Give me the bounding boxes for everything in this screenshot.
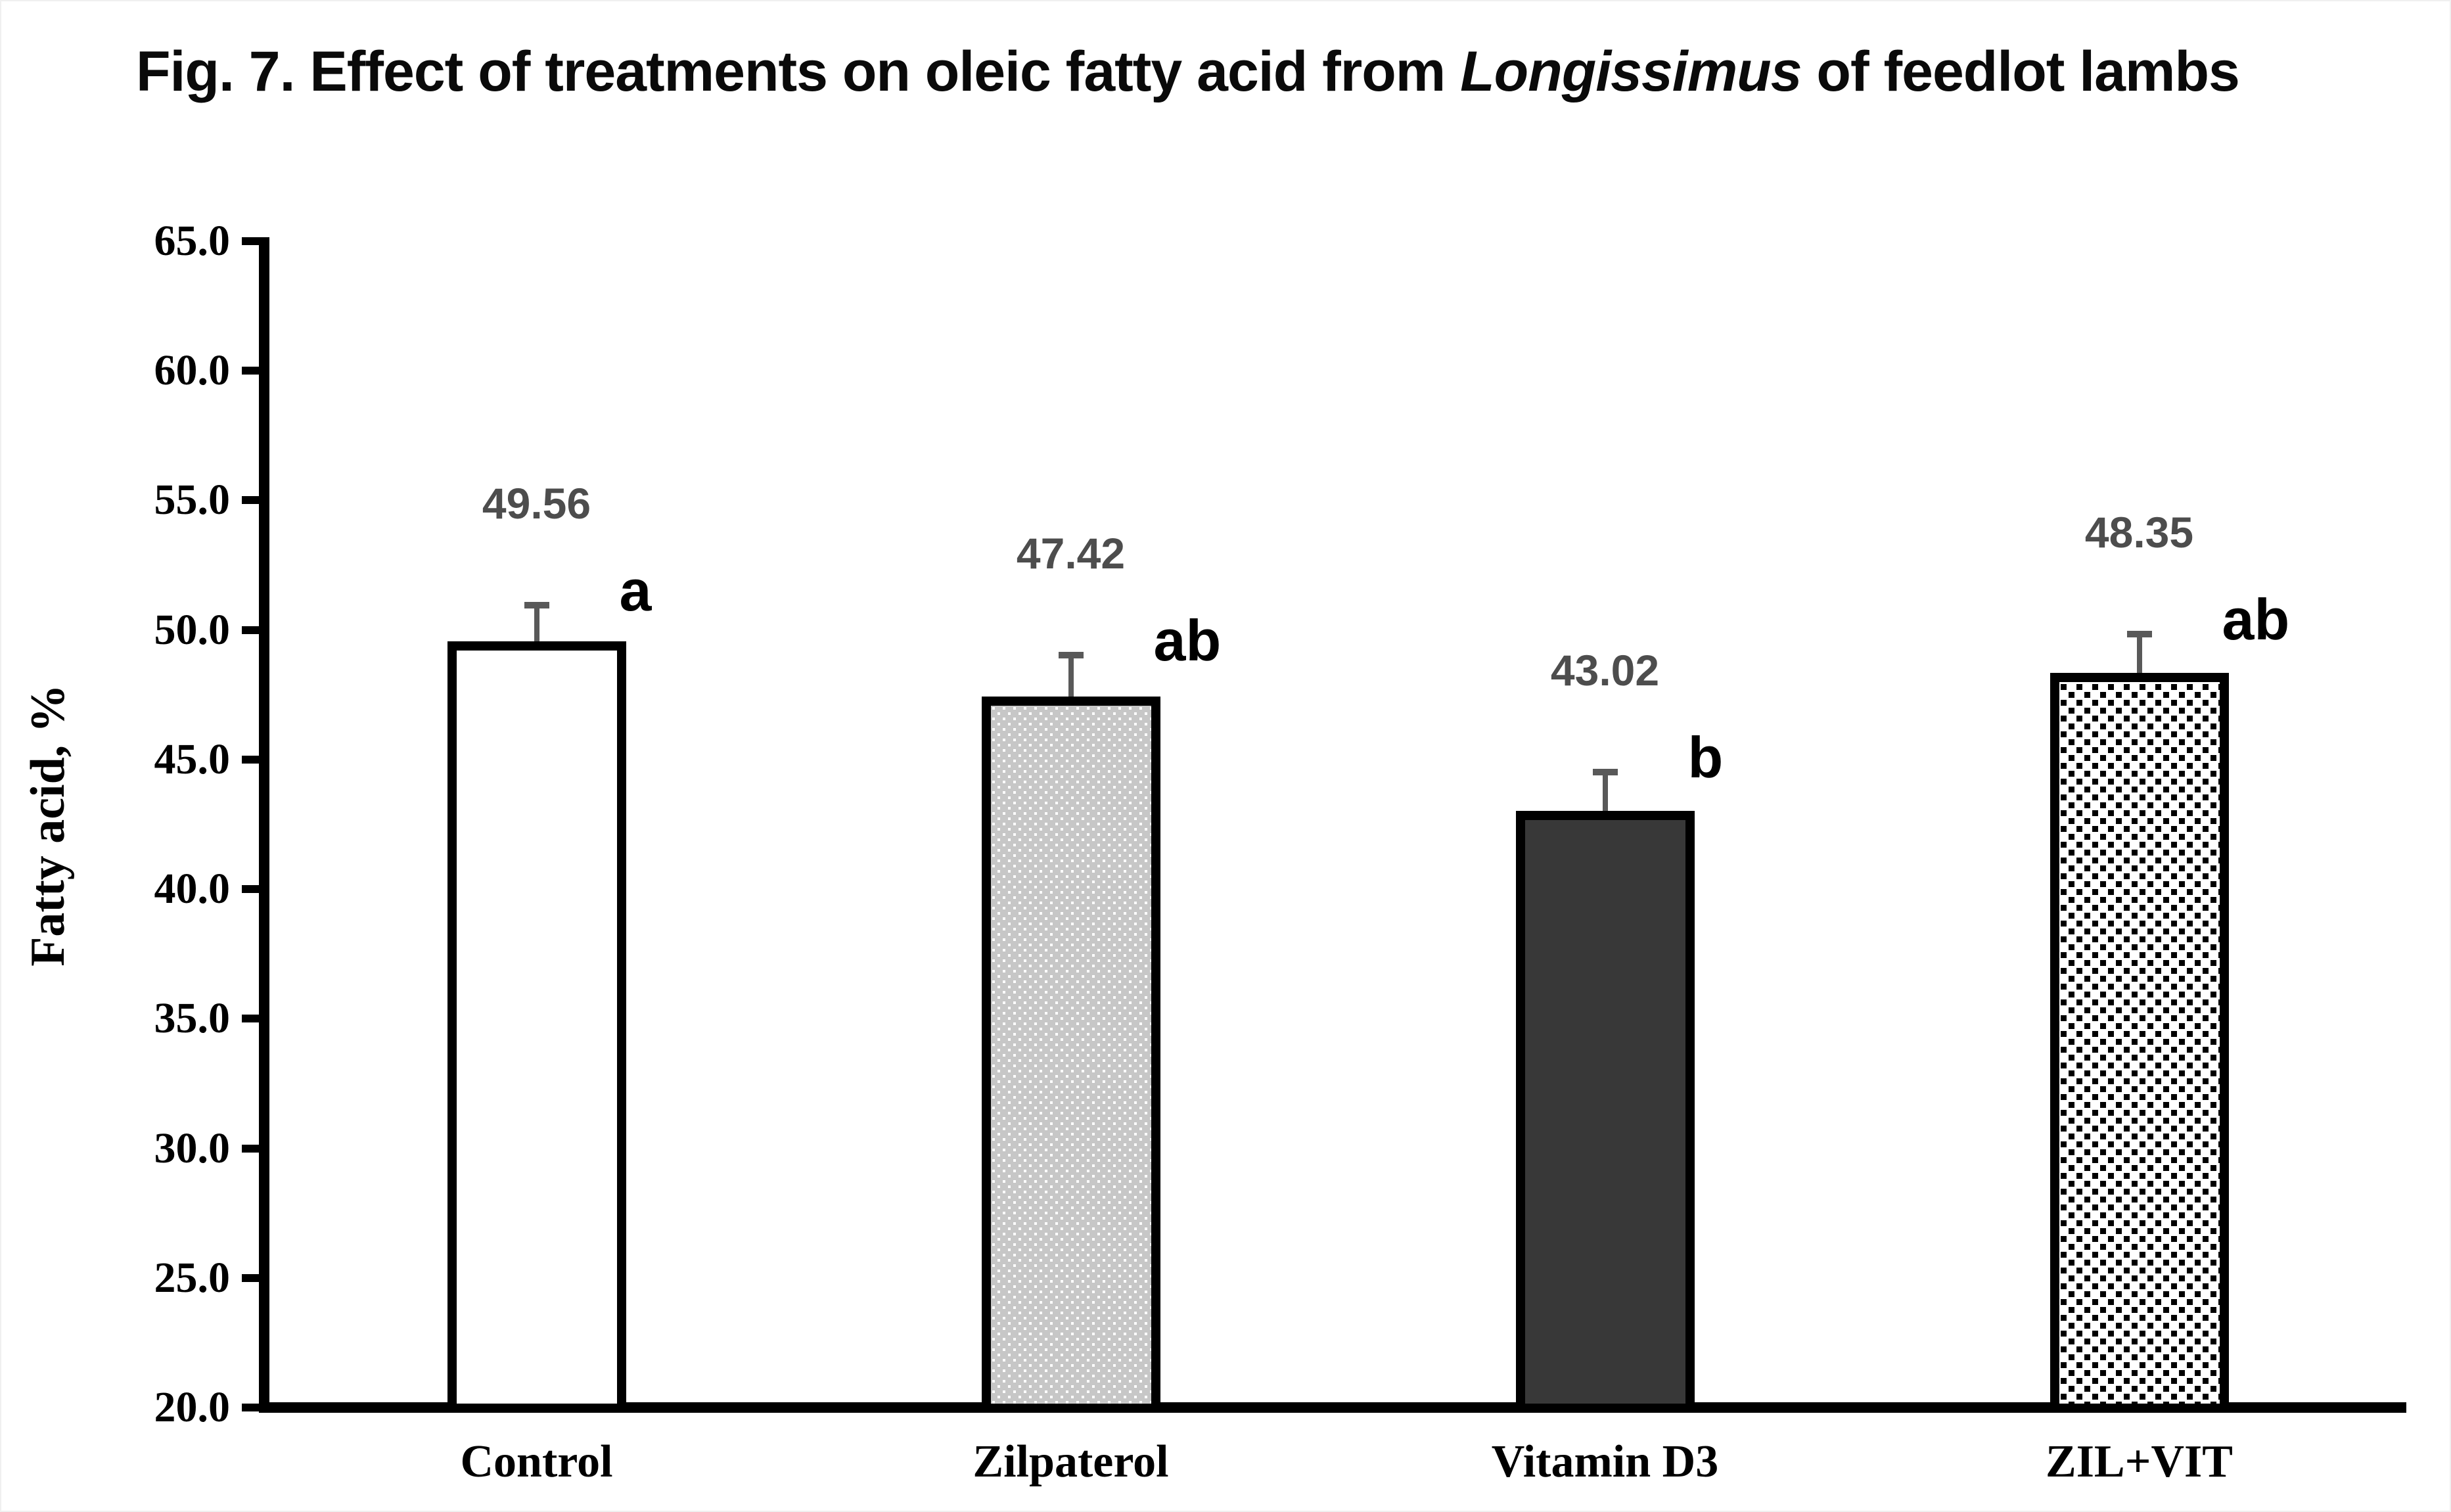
bar-value-label: 47.42 [1016,529,1126,578]
error-bar-cap [1592,768,1618,775]
y-tick-mark [242,1144,259,1153]
y-axis-title: Fatty acid, % [21,684,75,967]
error-bar-cap [2126,630,2152,637]
figure-title-italic: Longissimus [1460,40,1802,103]
error-bar-stem [1068,655,1074,710]
bar-control [447,641,626,1413]
y-tick-mark [242,755,259,764]
x-tick-label-zilpaterol: Zilpaterol [973,1436,1169,1487]
y-tick-label: 35.0 [154,994,231,1043]
error-bar-stem [2136,633,2142,686]
x-tick-label-zil-vit: ZIL+VIT [2046,1436,2233,1487]
figure-title-suffix: of feedlot lambs [1801,40,2239,103]
y-tick-label: 60.0 [154,346,231,395]
significance-letter: ab [2222,586,2290,652]
y-tick-mark [242,626,259,634]
significance-letter: ab [1153,608,1222,674]
y-tick-label: 30.0 [154,1124,231,1172]
bar-zilpaterol [981,697,1160,1413]
y-tick-label: 45.0 [154,735,231,783]
x-axis-line [259,1402,2406,1413]
error-bar-cap [1058,652,1084,659]
y-tick-label: 40.0 [154,865,231,913]
bar-vitamin-d3 [1515,810,1695,1413]
significance-letter: a [619,557,652,623]
figure-title-prefix: Fig. 7. Effect of treatments on oleic fa… [136,40,1461,103]
y-tick-label: 65.0 [154,217,231,265]
bar-zil-vit [2050,672,2229,1413]
y-tick-label: 25.0 [154,1253,231,1302]
y-tick-mark [242,496,259,505]
y-tick-mark [242,237,259,245]
y-tick-mark [242,1404,259,1411]
y-tick-mark [242,367,259,375]
bar-pattern-fill [990,706,1151,1404]
y-tick-mark [242,885,259,894]
bar-value-label: 43.02 [1550,645,1660,695]
y-tick-label: 50.0 [154,605,231,654]
error-bar-stem [1602,771,1608,824]
bar-value-label: 48.35 [2084,507,2194,557]
y-tick-label: 20.0 [154,1383,231,1431]
y-tick-label: 55.0 [154,476,231,524]
plot-area: 20.0 25.0 30.0 35.0 40.0 45.0 50.0 55.0 60.0 65.0… [154,219,2406,1485]
bar-value-label: 49.56 [482,478,591,528]
y-tick-mark [242,1273,259,1282]
x-tick-label-control: Control [460,1436,613,1487]
error-bar-cap [524,601,549,608]
significance-letter: b [1687,724,1724,790]
y-tick-mark [242,1015,259,1023]
error-bar-stem [534,605,539,655]
x-tick-label-vitamin-d3: Vitamin D3 [1491,1436,1719,1487]
figure-title: Fig. 7. Effect of treatments on oleic fa… [136,39,2240,104]
y-axis-line [259,237,269,1413]
bar-pattern-fill [2059,681,2220,1404]
